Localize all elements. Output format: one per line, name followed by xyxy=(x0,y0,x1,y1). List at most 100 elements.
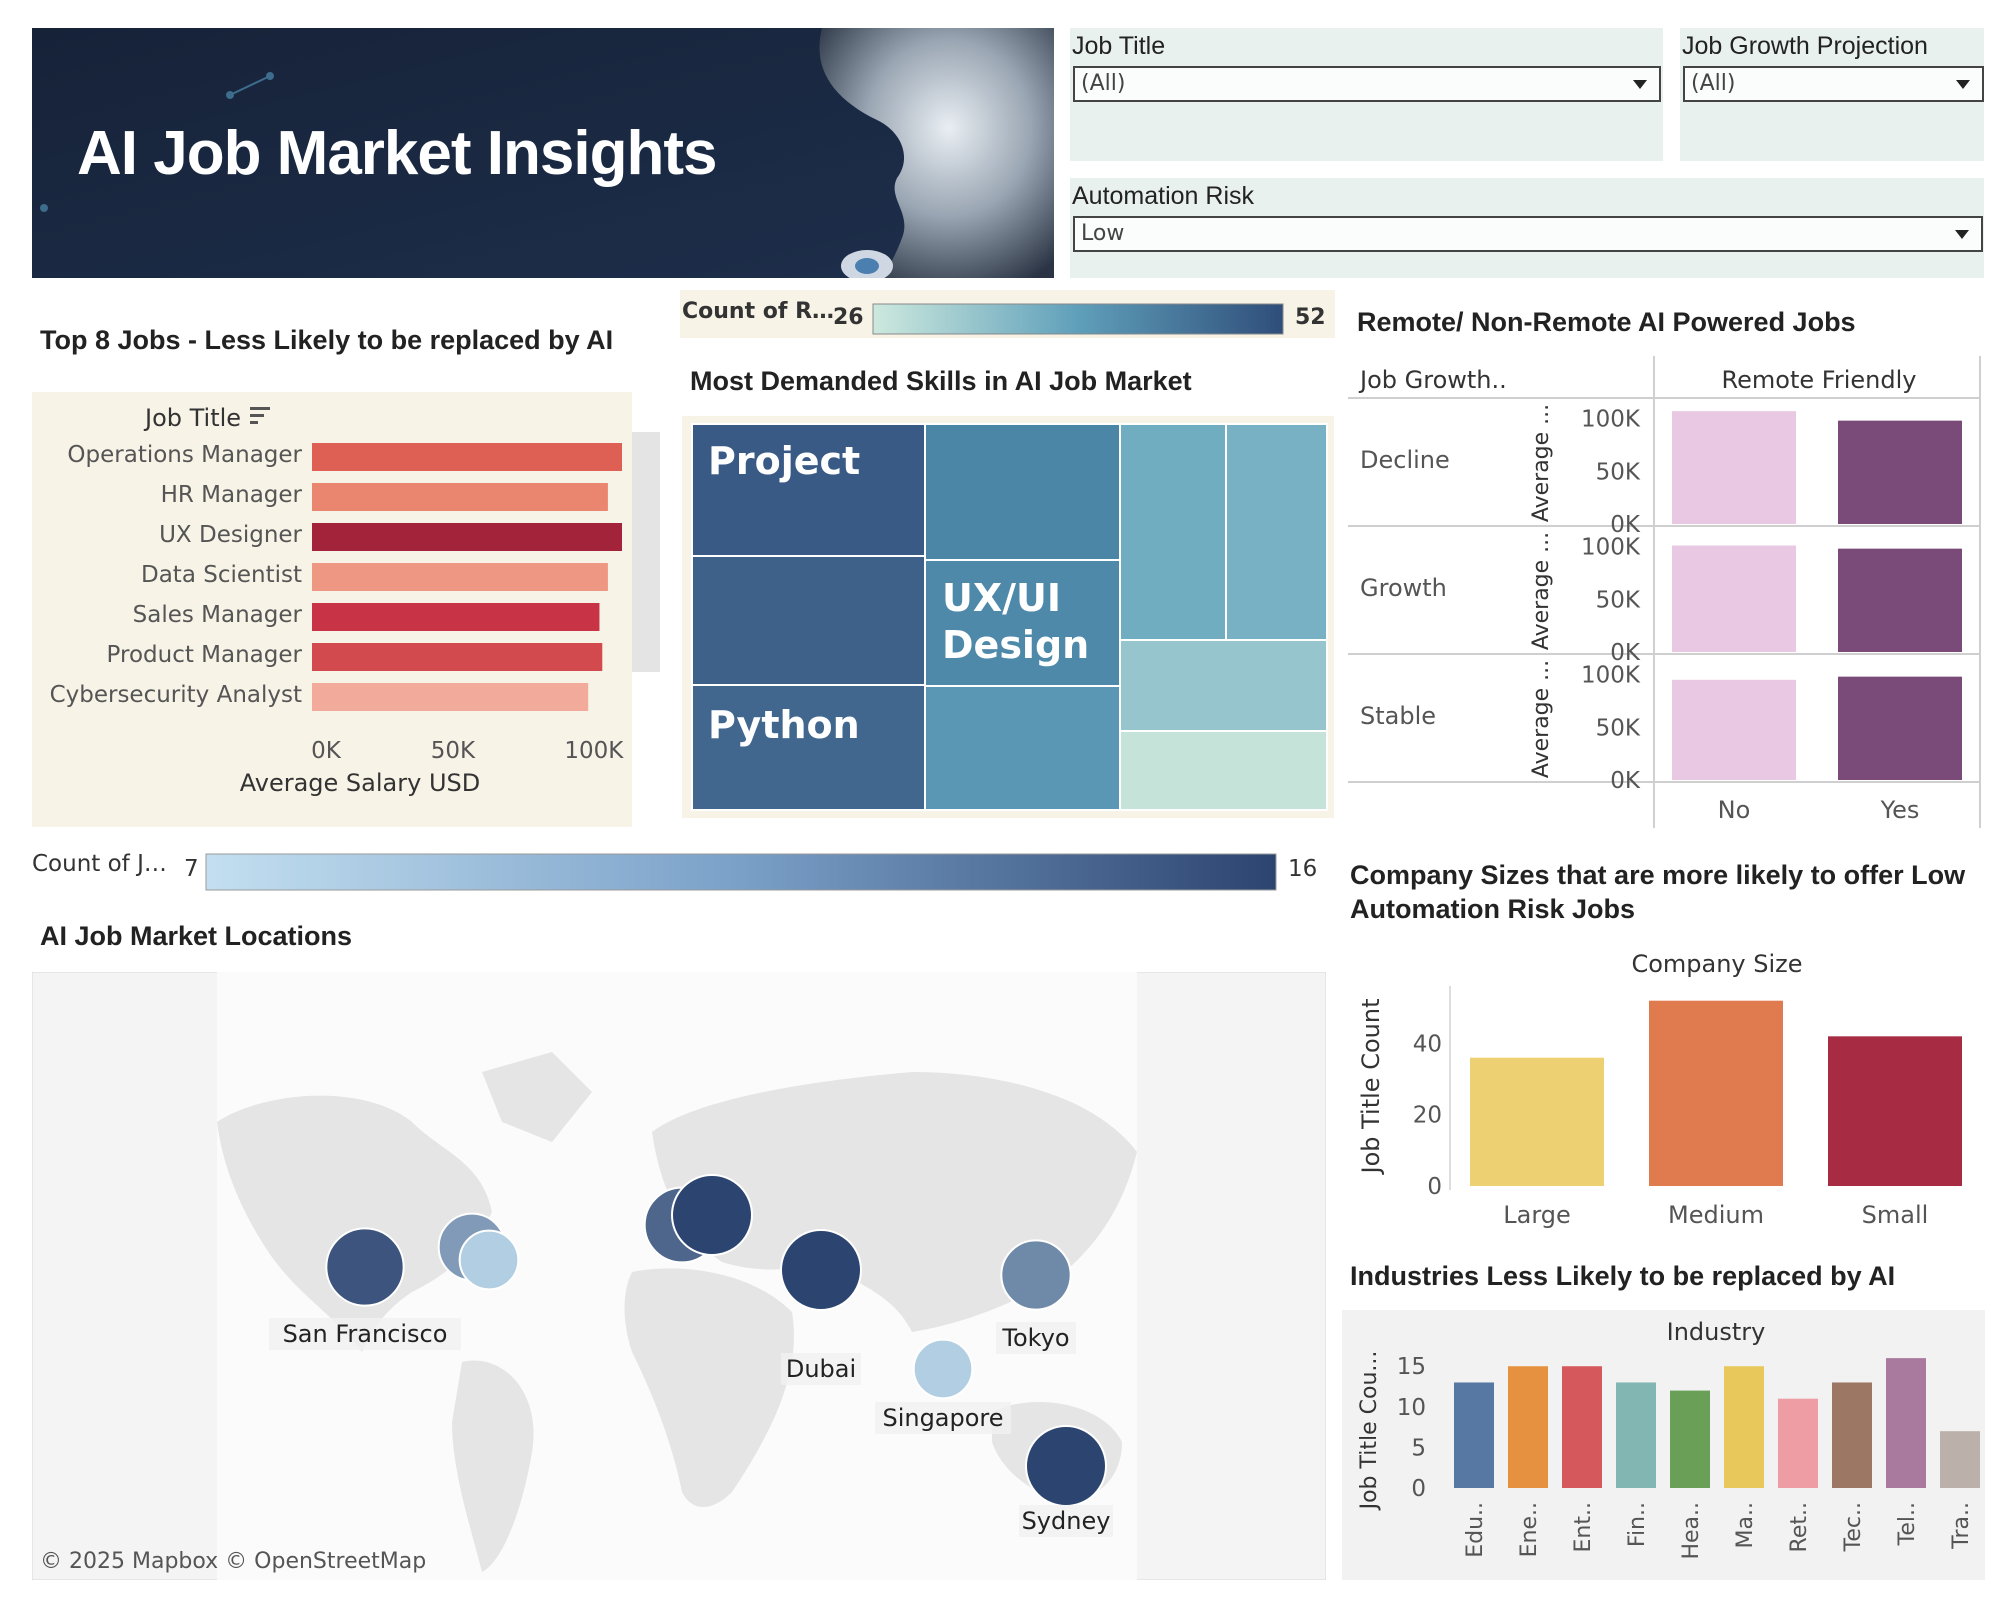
category-label: Fin.. xyxy=(1625,1502,1650,1547)
row-label: Growth xyxy=(1360,574,1447,602)
location-bubble[interactable] xyxy=(458,1229,520,1291)
category-label: Tel.. xyxy=(1895,1502,1920,1546)
filter-label: Job Title xyxy=(1072,32,1166,60)
treemap-cell[interactable] xyxy=(691,684,926,811)
bar[interactable] xyxy=(1454,1382,1494,1488)
bar[interactable] xyxy=(1838,676,1962,780)
header-background xyxy=(32,28,1054,278)
tick-label: 0K xyxy=(1610,640,1641,666)
treemap-cell[interactable] xyxy=(1119,639,1328,732)
bar[interactable] xyxy=(1672,679,1796,780)
category-label: Large xyxy=(1503,1201,1571,1229)
bar[interactable] xyxy=(1838,548,1962,652)
row-label: Stable xyxy=(1360,702,1436,730)
bar[interactable] xyxy=(312,443,622,471)
location-bubble[interactable] xyxy=(1000,1239,1072,1311)
bar[interactable] xyxy=(1508,1366,1548,1488)
tick-label: 100K xyxy=(564,738,624,764)
remote-chart: Job Growth.. Remote Friendly Decline Aver… xyxy=(1348,356,1986,828)
filter-automation: Automation Risk Low xyxy=(1070,178,1984,278)
treemap-label: Python xyxy=(708,703,860,747)
bar[interactable] xyxy=(1562,1366,1602,1488)
category-label: Edu.. xyxy=(1463,1502,1488,1558)
treemap-cell[interactable] xyxy=(691,555,926,686)
city-label: Singapore xyxy=(882,1404,1003,1432)
tick-label: 5 xyxy=(1411,1435,1426,1461)
bar[interactable] xyxy=(312,643,603,671)
y-axis-title: Job Title Count xyxy=(1357,999,1385,1176)
treemap-cell[interactable] xyxy=(1119,730,1328,811)
bar[interactable] xyxy=(1724,1366,1764,1488)
remote-title: Remote/ Non-Remote AI Powered Jobs xyxy=(1357,307,1856,337)
y-axis-title: Job Title Cou... xyxy=(1357,1351,1382,1512)
category-label: Ma.. xyxy=(1733,1502,1758,1548)
bar[interactable] xyxy=(312,683,589,711)
tick-label: 100K xyxy=(1581,407,1641,433)
filter-label: Job Growth Projection xyxy=(1682,32,1928,60)
top-jobs-chart: Job Title Operations Manager HR Manager UX… xyxy=(32,392,660,827)
header-banner: AI Job Market Insights xyxy=(32,28,1054,278)
page-title: AI Job Market Insights xyxy=(77,119,717,188)
filter-growth: Job Growth Projection (All) xyxy=(1680,28,1984,161)
bar[interactable] xyxy=(312,483,608,511)
locations-map[interactable]: San Francisco Dubai Singapore Tokyo Sydney ©… xyxy=(32,972,1326,1580)
category-label: Ent.. xyxy=(1571,1502,1596,1552)
locations-legend: Count of J… 7 16 xyxy=(32,851,1317,891)
bar[interactable] xyxy=(312,563,608,591)
location-bubble[interactable] xyxy=(325,1227,405,1307)
treemap-cell[interactable] xyxy=(1119,423,1227,641)
row-label: Decline xyxy=(1360,446,1450,474)
category-label: Sales Manager xyxy=(133,602,303,628)
location-bubble[interactable] xyxy=(1025,1425,1107,1507)
category-label: Yes xyxy=(1880,796,1920,824)
location-bubble[interactable] xyxy=(671,1174,753,1256)
city-label: Tokyo xyxy=(1001,1324,1069,1352)
bar[interactable] xyxy=(1940,1431,1980,1488)
bar[interactable] xyxy=(1838,420,1962,524)
x-axis-title: Average Salary USD xyxy=(240,769,480,797)
axis-title: Average ... xyxy=(1529,660,1554,778)
bar[interactable] xyxy=(312,603,600,631)
location-bubble[interactable] xyxy=(912,1338,974,1400)
category-label: Operations Manager xyxy=(67,442,302,468)
bar[interactable] xyxy=(312,523,622,551)
category-label: Ret.. xyxy=(1787,1502,1812,1552)
job-title-dropdown[interactable]: (All) xyxy=(1073,66,1661,102)
company-size-chart: Company Size Job Title Count 0 20 40 Large M… xyxy=(1357,950,1962,1229)
tick-label: 20 xyxy=(1413,1103,1442,1129)
bar[interactable] xyxy=(1470,1057,1604,1186)
filter-job-title: Job Title (All) xyxy=(1070,28,1663,161)
treemap-cell[interactable] xyxy=(691,423,926,557)
tick-label: 0 xyxy=(1411,1476,1426,1502)
bar[interactable] xyxy=(1778,1398,1818,1488)
robot-face-image xyxy=(819,28,1054,278)
tick-label: 10 xyxy=(1397,1395,1426,1421)
category-label: Cybersecurity Analyst xyxy=(50,682,302,708)
bar[interactable] xyxy=(1670,1390,1710,1488)
treemap-cell[interactable] xyxy=(924,685,1121,811)
bar[interactable] xyxy=(1832,1382,1872,1488)
location-bubble[interactable] xyxy=(780,1229,862,1311)
tick-label: 0K xyxy=(1610,768,1641,794)
bar[interactable] xyxy=(1886,1358,1926,1488)
category-label: Tec.. xyxy=(1841,1502,1866,1552)
bar[interactable] xyxy=(1649,1000,1783,1186)
growth-dropdown[interactable]: (All) xyxy=(1683,66,1984,102)
tick-label: 0K xyxy=(1610,512,1641,538)
city-label: Sydney xyxy=(1022,1507,1111,1535)
sort-icon[interactable] xyxy=(250,407,270,424)
category-label: Hea.. xyxy=(1679,1502,1704,1560)
tick-label: 50K xyxy=(431,738,476,764)
filter-label: Automation Risk xyxy=(1072,182,1255,210)
automation-dropdown[interactable]: Low xyxy=(1073,216,1983,252)
treemap-cell[interactable] xyxy=(924,423,1121,561)
bar[interactable] xyxy=(1616,1382,1656,1488)
bar[interactable] xyxy=(1672,411,1796,524)
legend-min: 7 xyxy=(184,856,199,882)
title-line: Company Sizes that are more likely to of… xyxy=(1350,860,1966,890)
bar[interactable] xyxy=(1828,1036,1962,1186)
industry-title: Industries Less Likely to be replaced by… xyxy=(1350,1261,1896,1291)
bar[interactable] xyxy=(1672,545,1796,652)
treemap-cell[interactable] xyxy=(1225,423,1328,641)
job-title-header: Job Title xyxy=(143,404,241,432)
